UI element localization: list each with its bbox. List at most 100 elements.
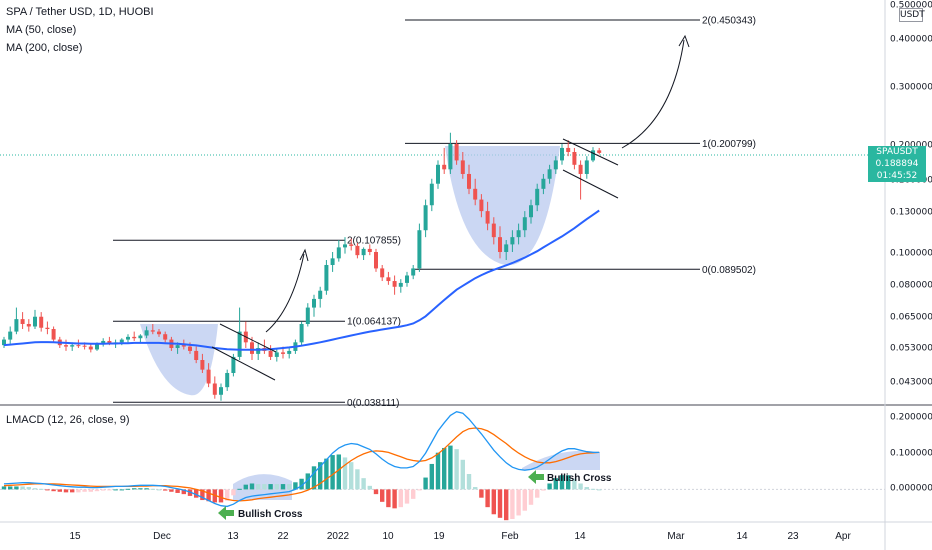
candle-body xyxy=(51,329,56,340)
fib-label: 2(0.450343) xyxy=(702,16,756,27)
currency-badge[interactable]: USDT xyxy=(899,8,925,22)
histogram-bar xyxy=(45,489,50,491)
histogram-bar xyxy=(398,489,403,508)
candle-body xyxy=(33,316,37,327)
histogram-bar xyxy=(274,484,279,490)
candle-body xyxy=(45,327,50,330)
histogram-bar xyxy=(547,483,552,490)
histogram-bar xyxy=(572,478,577,490)
histogram-bar xyxy=(70,489,75,493)
candle-body xyxy=(219,387,223,395)
histogram-bar xyxy=(76,489,81,493)
candle-body xyxy=(274,352,279,357)
candle-body xyxy=(95,343,99,350)
histogram-bar xyxy=(528,489,534,505)
histogram-bar xyxy=(367,485,372,490)
candle-body xyxy=(516,230,521,238)
projection-arrowhead-2 xyxy=(678,34,690,48)
histogram-bar xyxy=(20,486,25,490)
cup-shape-1 xyxy=(140,324,218,396)
fibonacci-levels: 2(0.450343) 1(0.200799) 0(0.089502) 2(0.107… xyxy=(113,16,756,409)
price-tick-label: 0.080000 xyxy=(890,281,932,291)
candle-body xyxy=(336,247,341,259)
candle-body xyxy=(535,188,540,206)
histogram-bar xyxy=(590,488,596,490)
histogram-bar xyxy=(429,463,434,490)
histogram-bar xyxy=(460,459,465,490)
candle-body xyxy=(442,164,447,170)
handle-line-upper-2 xyxy=(562,138,619,166)
cup-pattern-shapes xyxy=(140,146,600,500)
histogram-bar xyxy=(516,489,521,516)
candle-body xyxy=(14,319,19,332)
cup-shape-2 xyxy=(445,146,560,266)
signal-line xyxy=(3,427,600,502)
candle-body xyxy=(312,298,316,308)
histogram-bar xyxy=(342,457,348,490)
symbol-title: SPA / Tether USD, 1D, HUOBI xyxy=(6,6,154,18)
candle-body xyxy=(26,323,31,327)
histogram-bar xyxy=(138,488,143,490)
candle-body xyxy=(20,319,25,324)
histogram-bar xyxy=(249,483,255,490)
histogram-bar xyxy=(423,477,428,490)
histogram-bar xyxy=(361,478,366,490)
candle-body xyxy=(281,352,285,354)
candle-body xyxy=(268,350,273,357)
candle-body xyxy=(429,183,434,206)
candle-body xyxy=(572,151,577,165)
candle-body xyxy=(237,331,242,357)
histogram-bar xyxy=(411,489,416,499)
histogram-bar xyxy=(355,469,360,490)
histogram-bar xyxy=(491,489,496,515)
candle-body xyxy=(591,150,595,161)
projection-arc-2 xyxy=(621,39,685,149)
histogram-bar xyxy=(336,454,341,490)
candle-body xyxy=(132,336,137,339)
histogram-bar xyxy=(8,486,13,490)
candle-body xyxy=(107,340,112,344)
histogram-bar xyxy=(150,488,155,490)
candle-body xyxy=(287,350,292,354)
time-tick-label: 23 xyxy=(787,531,799,542)
candle-body xyxy=(82,345,87,347)
candle-body xyxy=(355,245,360,256)
histogram-bar xyxy=(94,489,100,492)
time-tick-label: Mar xyxy=(667,531,685,542)
time-tick-label: 2022 xyxy=(327,531,350,542)
ma-line xyxy=(3,209,600,351)
histogram-bar xyxy=(107,489,112,491)
ma200-legend: MA (200, close) xyxy=(6,42,83,54)
histogram-bar xyxy=(256,484,261,490)
ma50-legend: MA (50, close) xyxy=(6,24,77,36)
candle-body xyxy=(88,346,93,350)
price-tick-label: 0.130000 xyxy=(890,208,932,218)
histogram-bar xyxy=(26,487,31,490)
candle-body xyxy=(212,383,217,395)
candle-body xyxy=(411,268,416,276)
time-tick-label: 15 xyxy=(69,531,81,542)
time-tick-label: Apr xyxy=(835,531,851,542)
histogram-bar xyxy=(479,489,484,498)
fib-label: 0(0.038111) xyxy=(347,398,399,409)
candle-body xyxy=(522,217,527,231)
candle-body xyxy=(386,277,391,282)
candle-body xyxy=(305,307,310,324)
histogram-bar xyxy=(535,489,540,498)
price-tick-label: 0.200000 xyxy=(890,141,932,151)
histogram-bar xyxy=(373,489,379,495)
histogram-bar xyxy=(262,484,267,490)
candle-body xyxy=(119,339,124,343)
price-tick-label: 0.065000 xyxy=(890,313,932,323)
macd-line xyxy=(3,411,600,508)
price-tick-label: 0.053000 xyxy=(890,344,932,354)
histogram-bar xyxy=(82,489,87,492)
histogram-bar xyxy=(448,445,453,490)
histogram-bar xyxy=(417,489,422,491)
candle-body xyxy=(343,244,347,248)
histogram-bar xyxy=(318,462,323,490)
fib-label: 1(0.200799) xyxy=(702,139,756,150)
bullish-arrow-icon xyxy=(528,470,544,484)
